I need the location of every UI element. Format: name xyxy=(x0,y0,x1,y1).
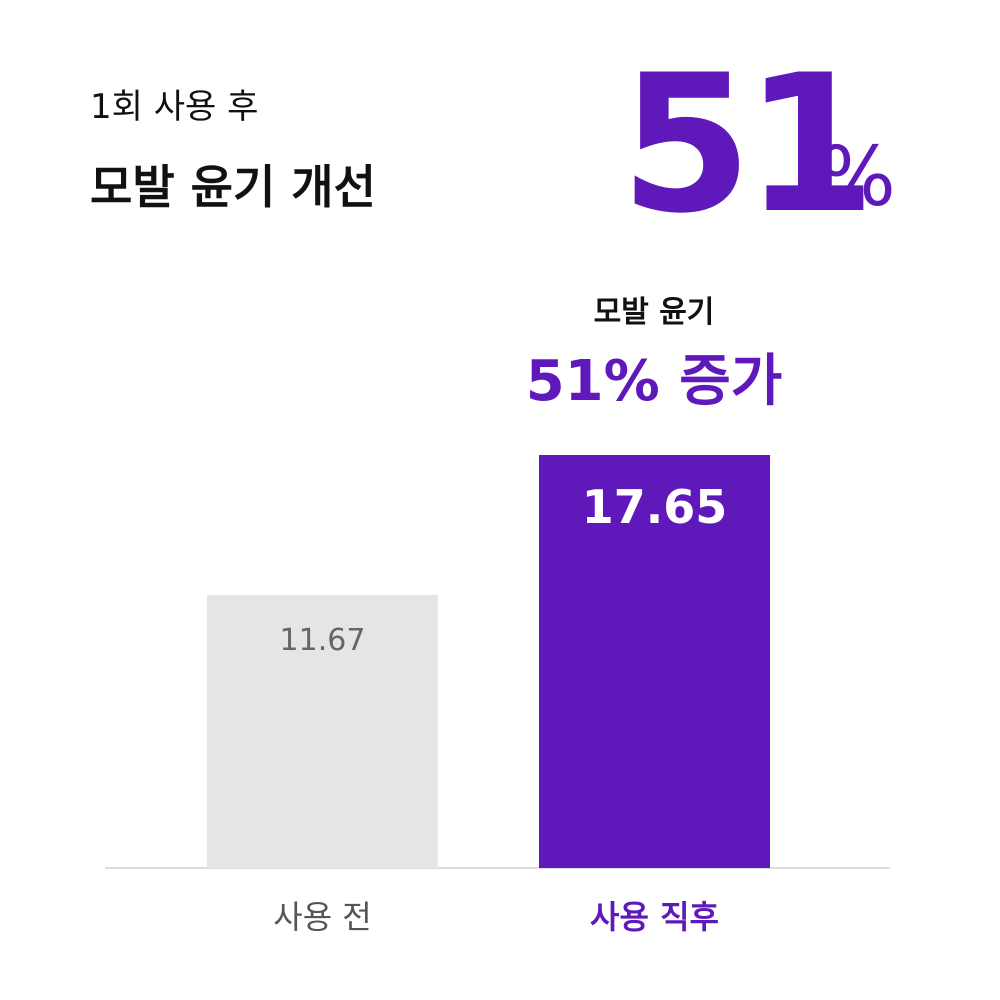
value-label: 11.67 xyxy=(280,623,366,658)
headline-unit: % xyxy=(818,130,896,225)
x-tick-label: 사용 직후 xyxy=(590,898,719,936)
bar xyxy=(539,455,770,868)
x-tick-label: 사용 전 xyxy=(273,898,372,936)
value-label: 17.65 xyxy=(582,480,728,534)
headline-number: 51 xyxy=(620,34,868,255)
bar xyxy=(207,594,438,868)
chart-title: 모발 윤기 개선 xyxy=(90,160,376,214)
subtitle: 1회 사용 후 xyxy=(90,87,258,127)
annotation: 51% 증가 xyxy=(526,349,783,414)
annotation: 모발 윤기 xyxy=(594,295,715,330)
